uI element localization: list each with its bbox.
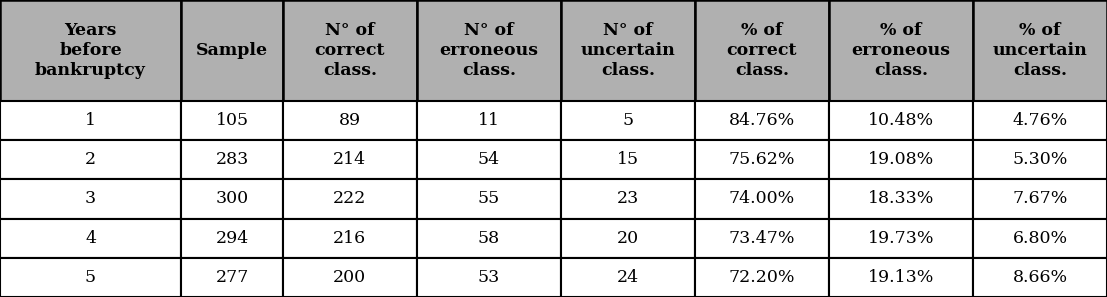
Bar: [828, 101, 973, 140]
Text: 75.62%: 75.62%: [728, 151, 795, 168]
Text: % of
uncertain
class.: % of uncertain class.: [993, 22, 1087, 79]
Bar: [182, 0, 283, 101]
Text: 2: 2: [85, 151, 96, 168]
Text: 222: 222: [333, 190, 366, 208]
Text: 6.80%: 6.80%: [1013, 230, 1068, 247]
Text: 74.00%: 74.00%: [728, 190, 795, 208]
Text: 53: 53: [478, 269, 500, 286]
Text: 4: 4: [85, 230, 96, 247]
Text: 105: 105: [216, 112, 249, 129]
Bar: [283, 258, 416, 297]
Text: 55: 55: [478, 190, 500, 208]
Text: 19.13%: 19.13%: [868, 269, 934, 286]
Text: 216: 216: [333, 230, 366, 247]
Bar: [695, 219, 828, 258]
Text: Years
before
bankruptcy: Years before bankruptcy: [35, 22, 146, 79]
Text: 18.33%: 18.33%: [868, 190, 934, 208]
Text: 11: 11: [478, 112, 500, 129]
Bar: [973, 179, 1107, 219]
Text: 3: 3: [85, 190, 96, 208]
Bar: [695, 258, 828, 297]
Text: 15: 15: [617, 151, 639, 168]
Text: 5: 5: [85, 269, 96, 286]
Bar: [561, 0, 695, 101]
Text: % of
correct
class.: % of correct class.: [726, 22, 797, 79]
Bar: [973, 258, 1107, 297]
Bar: [973, 101, 1107, 140]
Text: 20: 20: [617, 230, 639, 247]
Bar: [695, 101, 828, 140]
Bar: [416, 258, 561, 297]
Bar: [416, 0, 561, 101]
Text: 54: 54: [478, 151, 500, 168]
Bar: [182, 258, 283, 297]
Bar: [0, 258, 182, 297]
Text: 19.08%: 19.08%: [868, 151, 934, 168]
Bar: [416, 101, 561, 140]
Bar: [283, 101, 416, 140]
Bar: [828, 219, 973, 258]
Text: 1: 1: [85, 112, 96, 129]
Text: 283: 283: [216, 151, 249, 168]
Bar: [561, 101, 695, 140]
Text: 10.48%: 10.48%: [868, 112, 934, 129]
Bar: [0, 101, 182, 140]
Bar: [283, 140, 416, 179]
Bar: [561, 219, 695, 258]
Text: 19.73%: 19.73%: [868, 230, 934, 247]
Bar: [695, 0, 828, 101]
Text: Sample: Sample: [196, 42, 268, 59]
Bar: [416, 179, 561, 219]
Text: 5.30%: 5.30%: [1013, 151, 1068, 168]
Text: 72.20%: 72.20%: [728, 269, 795, 286]
Text: % of
erroneous
class.: % of erroneous class.: [851, 22, 951, 79]
Bar: [182, 140, 283, 179]
Bar: [0, 219, 182, 258]
Bar: [182, 179, 283, 219]
Bar: [283, 0, 416, 101]
Text: 200: 200: [333, 269, 366, 286]
Bar: [182, 219, 283, 258]
Text: 300: 300: [216, 190, 249, 208]
Text: 7.67%: 7.67%: [1013, 190, 1068, 208]
Text: 24: 24: [617, 269, 639, 286]
Text: N° of
erroneous
class.: N° of erroneous class.: [439, 22, 538, 79]
Bar: [828, 179, 973, 219]
Bar: [828, 0, 973, 101]
Text: 84.76%: 84.76%: [728, 112, 795, 129]
Text: 8.66%: 8.66%: [1013, 269, 1068, 286]
Text: N° of
correct
class.: N° of correct class.: [314, 22, 385, 79]
Text: 73.47%: 73.47%: [728, 230, 795, 247]
Text: 294: 294: [216, 230, 249, 247]
Bar: [561, 179, 695, 219]
Bar: [561, 140, 695, 179]
Text: 5: 5: [622, 112, 634, 129]
Text: 58: 58: [478, 230, 500, 247]
Bar: [182, 101, 283, 140]
Bar: [0, 140, 182, 179]
Bar: [695, 140, 828, 179]
Text: 89: 89: [339, 112, 361, 129]
Text: 277: 277: [216, 269, 249, 286]
Text: N° of
uncertain
class.: N° of uncertain class.: [581, 22, 675, 79]
Bar: [973, 140, 1107, 179]
Bar: [0, 0, 182, 101]
Text: 214: 214: [333, 151, 366, 168]
Bar: [695, 179, 828, 219]
Bar: [973, 219, 1107, 258]
Bar: [0, 179, 182, 219]
Bar: [828, 140, 973, 179]
Bar: [283, 219, 416, 258]
Bar: [416, 219, 561, 258]
Text: 23: 23: [617, 190, 640, 208]
Bar: [828, 258, 973, 297]
Bar: [416, 140, 561, 179]
Text: 4.76%: 4.76%: [1013, 112, 1068, 129]
Bar: [283, 179, 416, 219]
Bar: [973, 0, 1107, 101]
Bar: [561, 258, 695, 297]
